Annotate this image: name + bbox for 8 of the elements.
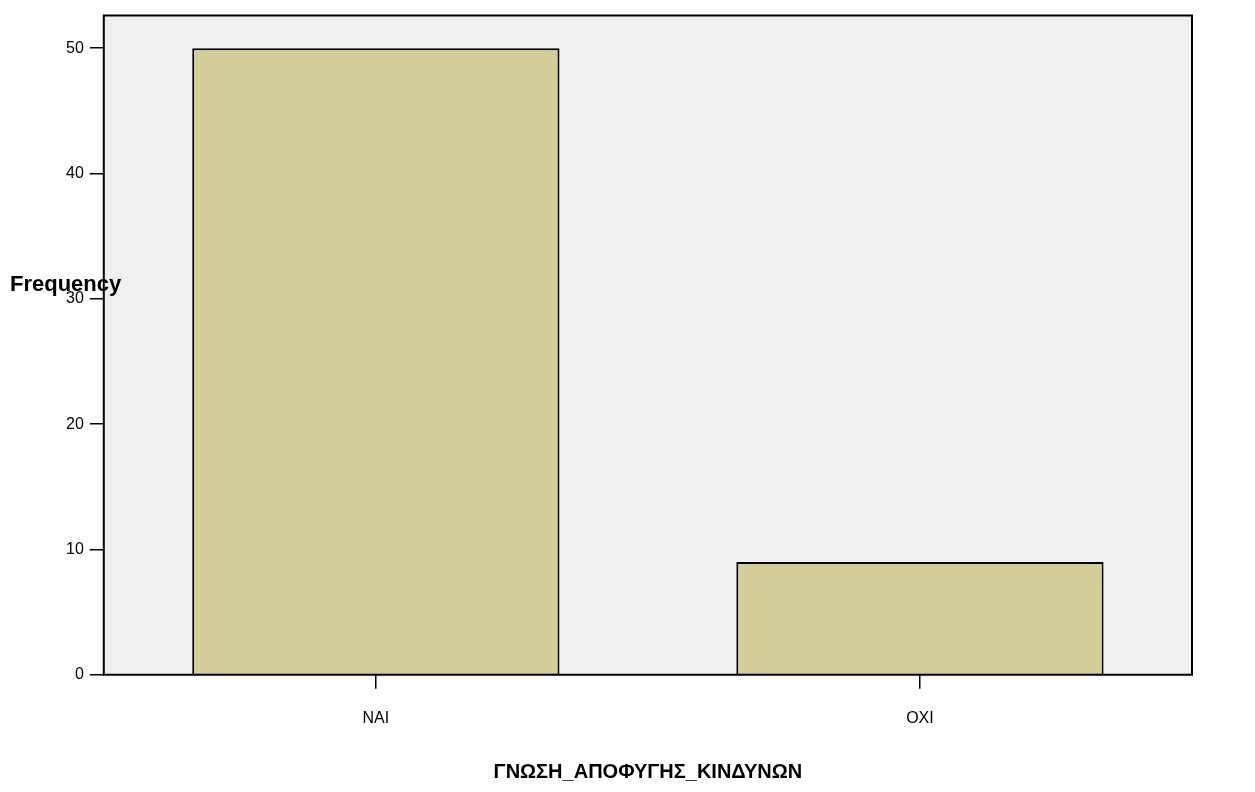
x-axis-title: ΓΝΩΣΗ_ΑΠΟΦΥΓΗΣ_ΚΙΝΔΥΝΩΝ [493, 759, 803, 782]
y-tick-label: 10 [66, 539, 84, 557]
x-tick-label: NAI [362, 708, 390, 726]
y-tick-label: 0 [74, 665, 84, 683]
y-tick-label: 40 [66, 163, 84, 181]
x-tick-label: OXI [906, 708, 934, 726]
y-tick-label: 50 [66, 38, 84, 56]
y-tick-label: 20 [66, 414, 84, 432]
